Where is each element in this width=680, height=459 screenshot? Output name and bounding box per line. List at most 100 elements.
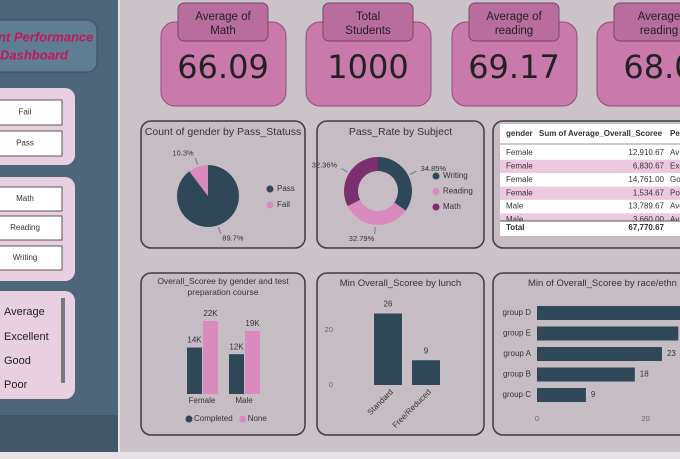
legend-label: Completed — [194, 414, 233, 423]
dashboard-title: nt Performance — [0, 29, 93, 44]
x-tick-label: Male — [235, 396, 253, 405]
table-header: gender — [506, 129, 533, 138]
kpi-tab — [613, 2, 680, 42]
kpi-tab — [468, 2, 560, 42]
leader-line — [409, 170, 417, 175]
table-cell: 6,830.67 — [633, 162, 665, 171]
y-tick-label: 20 — [325, 325, 333, 334]
sidebar-foot — [0, 415, 118, 452]
data-label: 9 — [591, 390, 596, 399]
bar — [537, 326, 679, 341]
slice — [378, 157, 413, 211]
table-cell: Female — [506, 162, 533, 171]
table-cell: 12,910.67 — [628, 148, 664, 157]
slicer-label: Math — [16, 194, 34, 203]
y-tick-label: group E — [503, 329, 531, 338]
kpi-label: Math — [210, 25, 236, 37]
kpi-value: 69.17 — [468, 48, 560, 86]
slicer-item[interactable] — [0, 186, 63, 212]
kpi-label: Average of — [486, 11, 542, 23]
chart-title: Overall_Scoree by gender and test prepar… — [157, 276, 289, 297]
kpi-label: Students — [345, 25, 391, 37]
leader-line — [218, 227, 222, 235]
bar — [537, 367, 635, 382]
kpi-label: reading — [640, 25, 678, 37]
slicer-label: Average — [4, 306, 45, 318]
y-tick-label: group C — [503, 390, 532, 399]
bar — [412, 360, 440, 385]
leader-line — [194, 157, 198, 165]
data-label: 12K — [229, 342, 244, 351]
legend-marker — [432, 203, 440, 211]
legend-label: None — [248, 414, 268, 423]
header-box — [0, 19, 98, 73]
table-header: Pe — [670, 129, 680, 138]
dashboard-title: Dashboard — [0, 47, 69, 62]
slice — [347, 199, 406, 226]
legend-label: Pass — [277, 184, 295, 193]
legend-marker — [185, 415, 193, 423]
slicer-panel — [0, 291, 75, 399]
slicer-label: Excellent — [4, 331, 49, 343]
table-row-bg — [500, 186, 680, 200]
bar — [229, 354, 244, 394]
legend-label: Reading — [443, 187, 473, 196]
data-label: 34.85% — [421, 164, 447, 173]
kpi-value: 66.09 — [177, 48, 269, 86]
legend-marker — [239, 415, 247, 423]
slice — [189, 165, 208, 196]
kpi-label: Average of — [195, 11, 251, 23]
table-total: Total — [506, 223, 525, 232]
table-cell: Go — [670, 175, 680, 184]
chart-title: Pass_Rate by Subject — [348, 126, 453, 138]
legend-marker — [432, 188, 440, 195]
table-row-bg — [500, 173, 680, 187]
data-label: 10.3% — [172, 148, 194, 157]
slicer-label: Fail — [19, 108, 32, 117]
table-cell: Female — [506, 148, 533, 157]
legend-marker — [266, 201, 274, 209]
table-cell: 3,660.00 — [633, 215, 665, 224]
slicer-item[interactable] — [0, 99, 63, 126]
chart-title: Count of gender by Pass_Statuss — [144, 126, 302, 138]
slicer-item[interactable] — [0, 245, 63, 271]
legend-marker — [266, 185, 274, 193]
bar — [245, 330, 260, 394]
slicer-label: Reading — [10, 223, 40, 232]
slicer-label: Pass — [16, 139, 34, 148]
card — [140, 272, 306, 436]
slicer-item[interactable] — [0, 130, 63, 157]
slice — [344, 157, 378, 207]
kpi-tab — [322, 2, 414, 42]
slicer-label: Writing — [13, 253, 38, 262]
bar — [203, 321, 218, 394]
legend-label: Writing — [443, 171, 468, 180]
bar — [537, 347, 662, 361]
y-tick-label: 0 — [329, 380, 333, 389]
data-label: 32.79% — [349, 234, 375, 243]
table-cell: Av — [670, 148, 679, 157]
legend-marker — [432, 172, 440, 180]
table-header-bg — [500, 125, 680, 143]
table-cell: Male — [506, 202, 524, 211]
legend-label: Fail — [277, 200, 290, 209]
data-label: 22K — [203, 309, 218, 318]
table-header: Sum of Average_Overall_Scoree — [539, 129, 663, 138]
kpi-tab — [177, 2, 269, 42]
table-total-bg — [500, 221, 680, 236]
data-label: 18 — [640, 370, 649, 379]
kpi-value: 1000 — [327, 48, 408, 86]
bar — [537, 388, 586, 402]
slicer-item[interactable] — [0, 215, 63, 241]
table-total: 67,770.67 — [628, 223, 664, 232]
table-cell: Female — [506, 188, 533, 197]
table-row-bg — [500, 146, 680, 160]
slicer-label: Poor — [4, 379, 28, 391]
scrollbar — [61, 298, 65, 383]
data-label: 23 — [667, 349, 676, 358]
chart-title: Min of Overall_Scoree by race/ethn — [528, 278, 677, 289]
x-tick-label: 20 — [641, 414, 649, 423]
bar — [374, 313, 402, 385]
table-cell: 14,761.00 — [628, 175, 664, 184]
